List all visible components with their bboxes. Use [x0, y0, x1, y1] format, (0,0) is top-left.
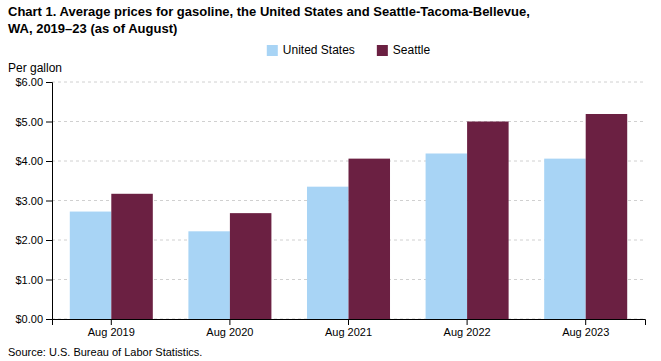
tick-label: $4.00 [15, 155, 43, 167]
grid-line [52, 82, 645, 83]
bar [349, 159, 391, 319]
tick: Aug 2020 [206, 319, 253, 338]
tick: $0.00 [15, 313, 52, 325]
tick: $3.00 [15, 195, 52, 207]
tick-label: $3.00 [15, 195, 43, 207]
tick-label: $2.00 [15, 234, 43, 246]
tick-mark [585, 319, 586, 325]
tick-label: $1.00 [15, 274, 43, 286]
series [111, 114, 627, 319]
tick-mark [46, 319, 52, 320]
tick-mark [46, 280, 52, 281]
tick-mark [46, 161, 52, 162]
bar [467, 122, 509, 320]
tick: Aug 2022 [444, 319, 491, 338]
tick: $2.00 [15, 234, 52, 246]
legend-swatch [267, 45, 278, 56]
title-line: WA, 2019–23 (as of August) [8, 21, 177, 36]
chart: Chart 1. Average prices for gasoline, th… [0, 0, 661, 361]
tick-label: $0.00 [15, 313, 43, 325]
y-axis: $0.00 $1.00 $2.00 $3.00 $4.00 $5.00 $6.00 [15, 76, 52, 325]
title-line: Chart 1. Average prices for gasoline, th… [8, 4, 530, 19]
legend-label: Seattle [393, 43, 431, 57]
tick-mark [46, 82, 52, 83]
tick-mark [229, 319, 230, 325]
tick-label: Aug 2023 [562, 326, 609, 338]
y-label: Per gallon [8, 61, 62, 75]
tick-label: $5.00 [15, 116, 43, 128]
bar [111, 194, 153, 319]
tick-mark [111, 319, 112, 325]
tick: Aug 2021 [325, 319, 372, 338]
tick-mark [46, 240, 52, 241]
tick: $1.00 [15, 274, 52, 286]
legend-item: Seattle [377, 43, 431, 57]
grid [52, 82, 645, 319]
x-axis: Aug 2019 Aug 2020 Aug 2021 Aug 2022 Aug 2023 [53, 319, 646, 338]
legend-item: United States [267, 43, 355, 57]
tick-label: Aug 2021 [325, 326, 372, 338]
axis-line [46, 83, 53, 320]
bar [188, 231, 230, 319]
legend-label: United States [283, 43, 355, 57]
tick: $6.00 [15, 76, 52, 88]
tick-mark [46, 122, 52, 123]
tick: Aug 2023 [562, 319, 609, 338]
tick-label: Aug 2019 [88, 326, 135, 338]
legend: United States Seattle [267, 43, 431, 57]
bar [307, 187, 349, 319]
tick-label: Aug 2020 [206, 326, 253, 338]
axis-line [53, 320, 646, 326]
tick-label: Aug 2022 [444, 326, 491, 338]
source: Source: U.S. Bureau of Labor Statistics. [8, 346, 202, 358]
tick: $4.00 [15, 155, 52, 167]
bar [544, 159, 586, 319]
bar [70, 212, 112, 319]
grid-line [52, 121, 645, 122]
tick: $5.00 [15, 116, 52, 128]
bar [426, 153, 468, 319]
tick-mark [46, 201, 52, 202]
bar [230, 213, 272, 319]
bars [70, 114, 627, 319]
tick-mark [348, 319, 349, 325]
bar [586, 114, 628, 319]
tick-mark [467, 319, 468, 325]
legend-swatch [377, 45, 388, 56]
plot: $0.00 $1.00 $2.00 $3.00 $4.00 $5.00 $6.00 Aug 2… [15, 76, 645, 338]
title: Chart 1. Average prices for gasoline, th… [8, 4, 530, 36]
tick-label: $6.00 [15, 76, 43, 88]
tick: Aug 2019 [88, 319, 135, 338]
